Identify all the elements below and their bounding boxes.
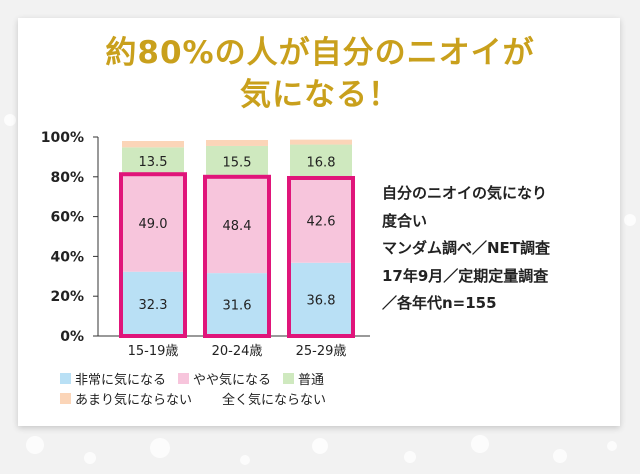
x-tick-label: 25-29歳: [296, 344, 347, 359]
legend-swatch-not-much: [60, 392, 71, 404]
legend-item-normal: 普通: [283, 369, 324, 388]
data-label: 42.6: [307, 214, 336, 229]
survey-note-line: 自分のニオイの気になり: [382, 184, 548, 202]
chart-title: 約80%の人が自分のニオイが 気になる！: [0, 32, 640, 116]
legend-swatch-somewhat: [178, 372, 190, 384]
bar-segment: [206, 176, 268, 274]
data-label: 15.5: [223, 155, 252, 170]
survey-note-line: マンダム調べ／NET調査: [382, 239, 551, 257]
bar-segment: [122, 140, 184, 148]
bar-segment: [206, 139, 268, 146]
survey-note: 自分のニオイの気になり 度合い マンダム調べ／NET調査 17年9月／定期定量調…: [382, 180, 622, 318]
highlight-frame: [203, 174, 271, 338]
survey-note-line: ／各年代n=155: [382, 294, 497, 312]
bar-segment: [122, 137, 184, 141]
data-label: 32.3: [139, 298, 168, 313]
bar-segment: [206, 273, 268, 336]
data-label: 49.0: [139, 217, 168, 232]
data-label: 31.6: [223, 299, 252, 314]
legend-swatch-very: [60, 372, 71, 384]
chart-title-line-1: 約80%の人が自分のニオイが: [105, 35, 535, 71]
bar-segment: [122, 147, 184, 175]
bar-segment: [206, 137, 268, 140]
survey-note-line: 17年9月／定期定量調査: [382, 266, 549, 285]
legend-row: あまり気にならない 全く気にならない: [60, 388, 338, 408]
x-tick-label: 20-24歳: [212, 344, 263, 359]
legend-label: 全く気にならない: [222, 392, 327, 408]
bar-segment: [206, 145, 268, 177]
y-tick-label: 0%: [60, 329, 84, 345]
data-label: 13.5: [139, 155, 168, 170]
legend-item-very: 非常に気になる: [60, 369, 166, 388]
survey-note-line: 度合い: [382, 211, 428, 230]
bar-segment: [290, 139, 352, 145]
chart-title-line-2: 気になる！: [240, 77, 400, 113]
legend-item-not-at-all: 全く気にならない: [222, 389, 326, 408]
y-tick-label: 20%: [50, 289, 84, 305]
legend-label: 普通: [298, 372, 325, 388]
legend-item-not-much: あまり気にならない: [60, 389, 192, 408]
highlight-frame: [287, 175, 355, 338]
x-tick-label: 15-19歳: [128, 344, 179, 359]
y-tick-label: 60%: [50, 210, 84, 226]
legend-label: 非常に気になる: [75, 372, 167, 388]
data-label: 48.4: [223, 219, 252, 234]
bar-segment: [290, 137, 352, 140]
data-label: 16.8: [307, 155, 336, 170]
bar-segment: [122, 174, 184, 272]
bar-segment: [290, 177, 352, 263]
bar-segment: [290, 262, 352, 336]
legend-swatch-normal: [283, 372, 295, 384]
legend-item-somewhat: やや気になる: [178, 369, 271, 388]
bar-segment: [122, 271, 184, 336]
y-tick-label: 80%: [50, 170, 84, 186]
legend-label: やや気になる: [193, 372, 272, 388]
y-tick-label: 40%: [50, 249, 84, 265]
data-label: 36.8: [307, 293, 336, 308]
legend-label: あまり気にならない: [75, 392, 193, 408]
y-tick-label: 100%: [41, 130, 84, 146]
legend-row: 非常に気になる やや気になる 普通: [60, 368, 338, 388]
bar-segment: [290, 144, 352, 178]
chart-legend: 非常に気になる やや気になる 普通 あまり気にならない 全く気にならない: [60, 368, 338, 408]
highlight-frame: [119, 172, 187, 338]
